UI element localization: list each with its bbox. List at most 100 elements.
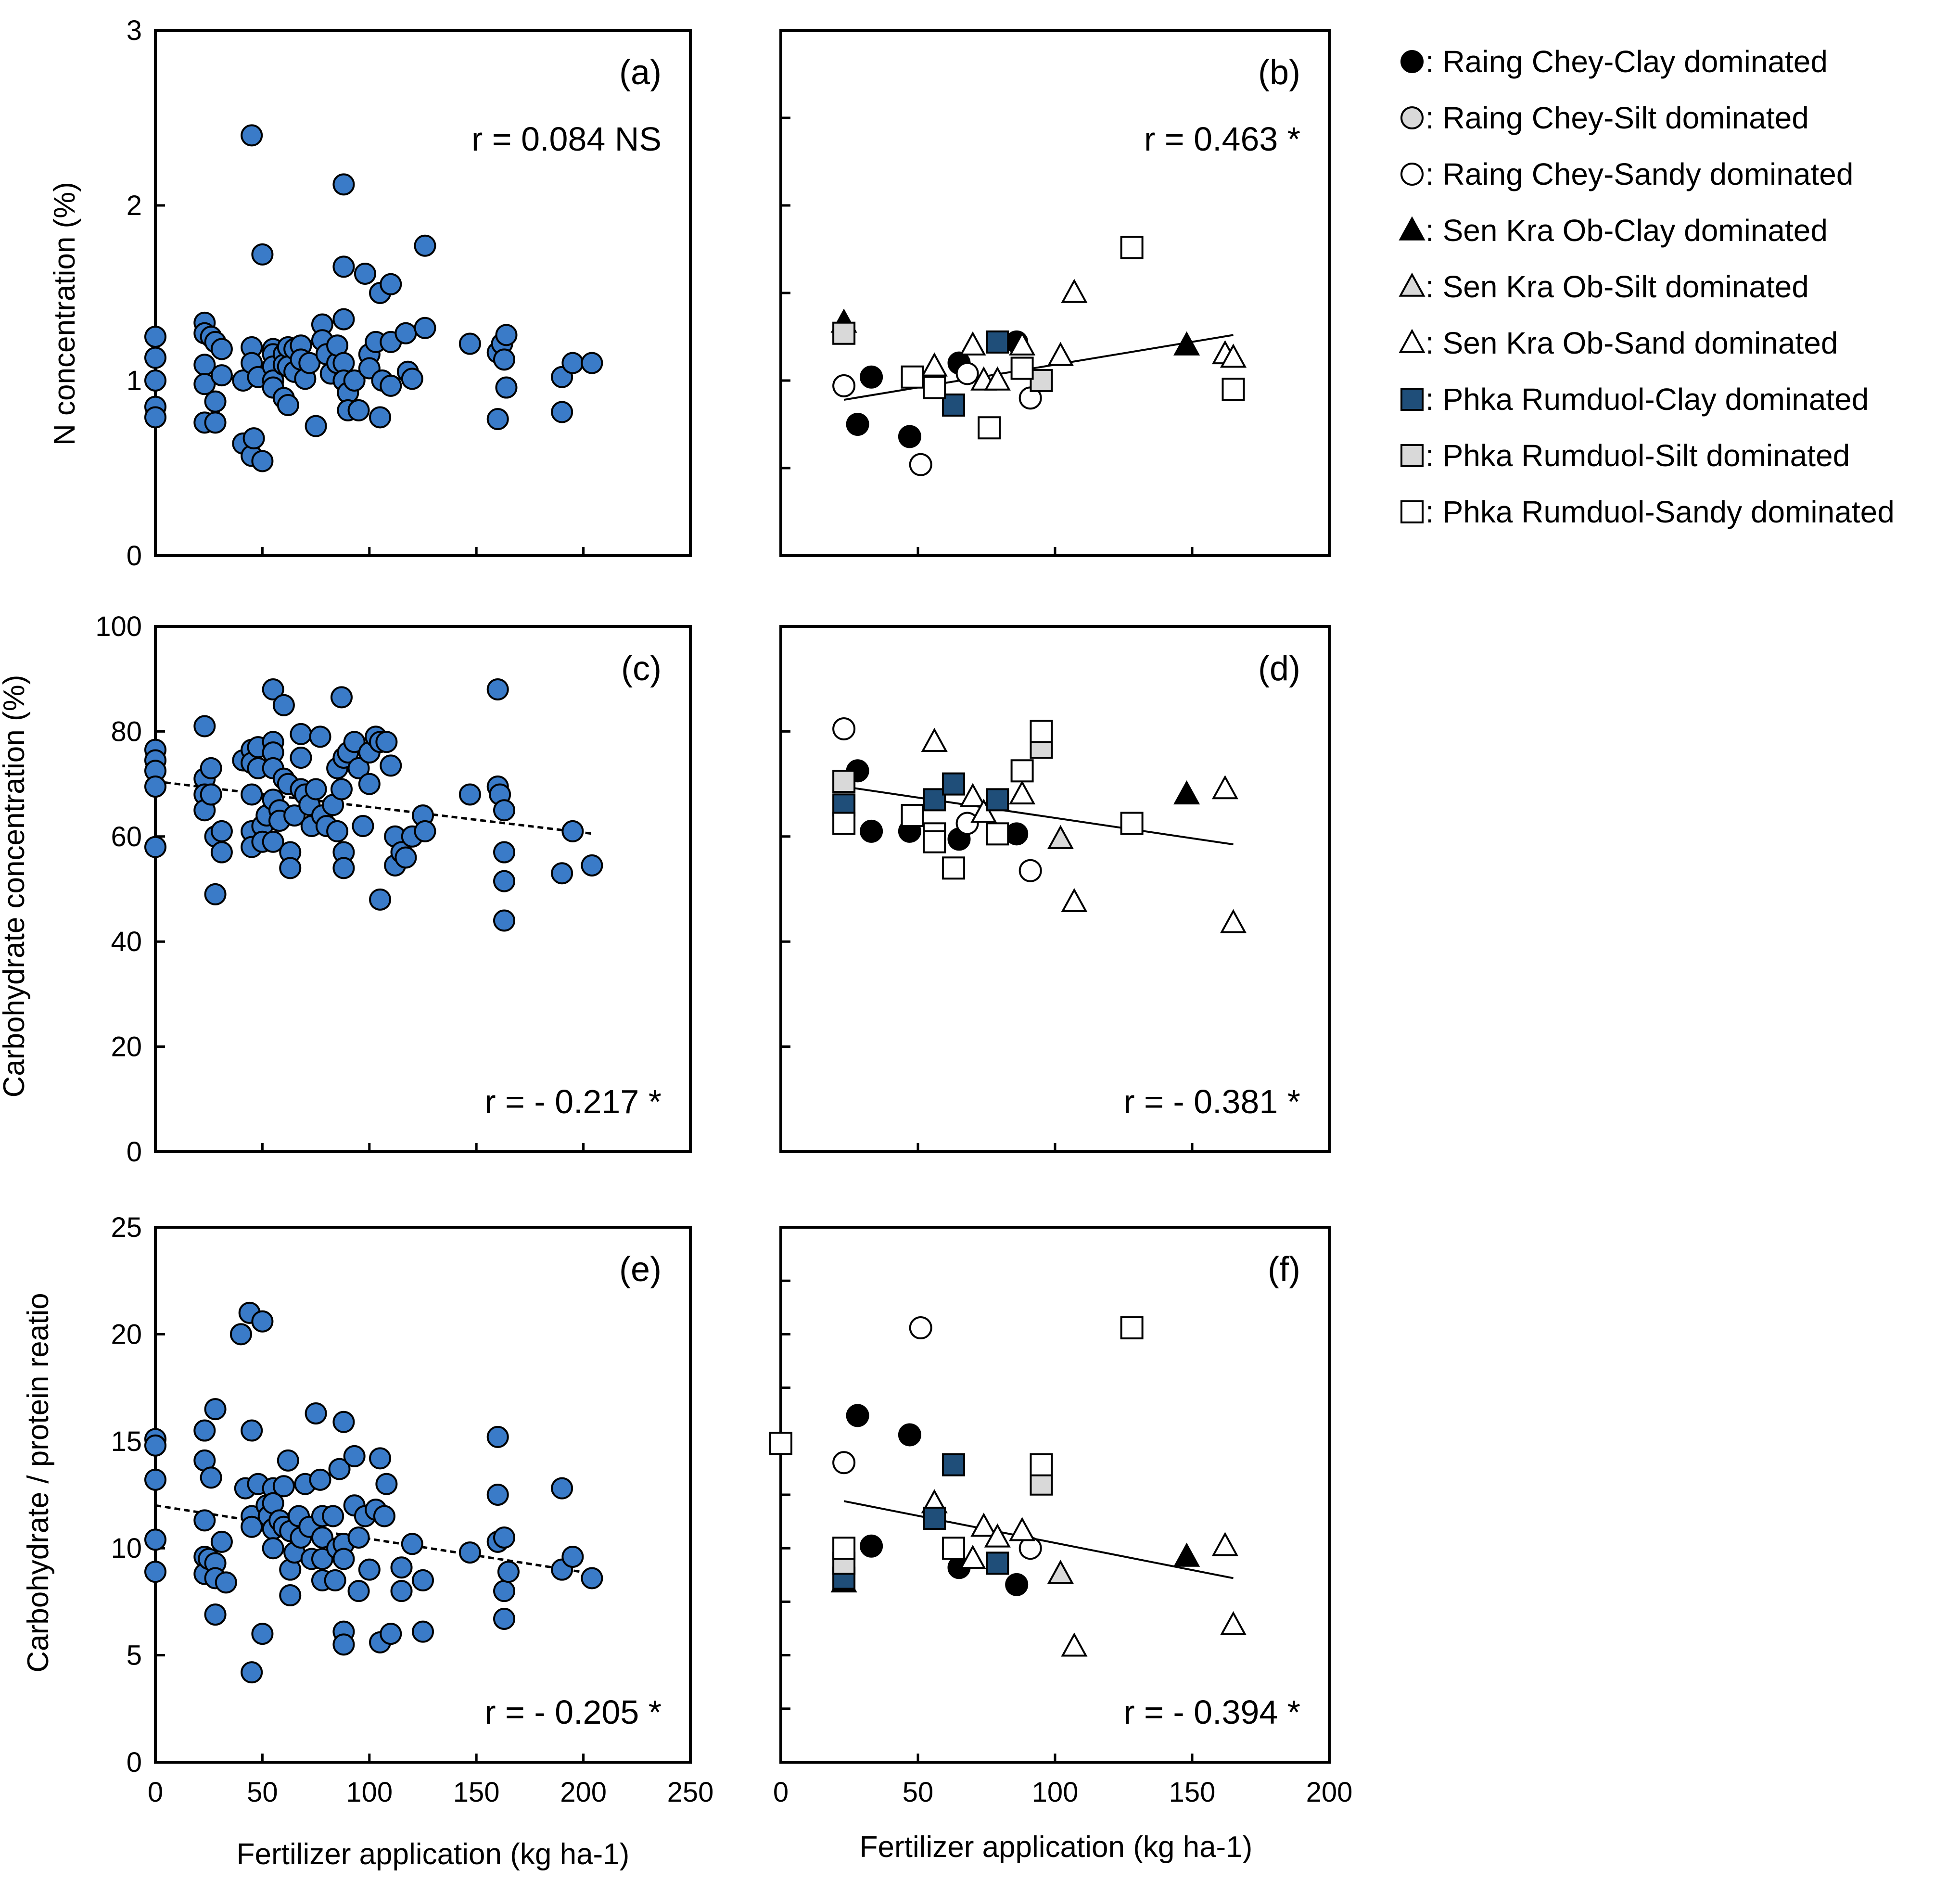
- data-point-e: [210, 1530, 233, 1553]
- data-point-d: [1030, 720, 1053, 743]
- data-point-f: [923, 1506, 946, 1530]
- data-point-c: [380, 754, 402, 777]
- data-point-b: [860, 365, 883, 389]
- x-tick-label-e: 0: [148, 1777, 163, 1808]
- data-point-b: [1061, 279, 1088, 303]
- data-point-f: [1211, 1532, 1238, 1556]
- trend-line-c: [155, 780, 595, 835]
- legend-label: : Raing Chey-Sandy dominated: [1425, 157, 1853, 191]
- data-point-c: [210, 820, 233, 842]
- data-point-a: [193, 373, 216, 395]
- data-point-e: [241, 1515, 263, 1538]
- data-point-f: [860, 1534, 883, 1558]
- data-point-b: [942, 393, 966, 417]
- data-point-f: [846, 1404, 869, 1427]
- x-tick-label-e: 50: [247, 1777, 278, 1808]
- data-point-b: [959, 331, 986, 356]
- y-tick-label-c: 40: [111, 926, 142, 957]
- legend-label: : Phka Rumduol-Clay dominated: [1425, 382, 1869, 417]
- legend-marker: [1400, 444, 1424, 467]
- trend-line-b: [843, 334, 1234, 401]
- y-tick-label-a: 1: [127, 365, 142, 396]
- data-point-f: [959, 1544, 986, 1569]
- y-tick-label-e: 10: [111, 1533, 142, 1564]
- data-point-b: [1173, 331, 1200, 356]
- data-point-e: [332, 1633, 355, 1656]
- data-point-e: [347, 1526, 370, 1549]
- data-point-c: [581, 854, 603, 877]
- panel-label-f: (f): [1268, 1250, 1300, 1289]
- data-point-f: [898, 1423, 921, 1447]
- data-point-a: [298, 352, 321, 374]
- legend-label: : Sen Kra Ob-Clay dominated: [1425, 213, 1828, 248]
- data-point-f: [769, 1432, 792, 1455]
- data-point-c: [200, 783, 222, 806]
- y-tick-label-c: 20: [111, 1031, 142, 1063]
- x-axis-title-right: Fertilizer application (kg ha-1): [860, 1831, 1253, 1864]
- data-point-e: [493, 1580, 516, 1602]
- x-tick-label-f: 100: [1032, 1777, 1079, 1808]
- data-point-c: [204, 883, 227, 905]
- data-point-b: [923, 376, 946, 399]
- panel-label-c: (c): [621, 649, 662, 688]
- data-point-c: [551, 862, 573, 885]
- data-point-d: [942, 772, 966, 796]
- correlation-annotation-a: r = 0.084 NS: [471, 120, 662, 158]
- data-point-a: [305, 415, 327, 437]
- data-point-c: [358, 773, 381, 795]
- legend-label: : Raing Chey-Clay dominated: [1425, 44, 1828, 79]
- data-point-a: [401, 368, 423, 390]
- data-point-b: [921, 352, 948, 377]
- correlation-annotation-d: r = - 0.381 *: [1123, 1083, 1300, 1120]
- x-axis-title-left: Fertilizer application (kg ha-1): [237, 1838, 630, 1871]
- x-tick-label-e: 200: [560, 1777, 607, 1808]
- data-point-e: [144, 1468, 166, 1491]
- data-point-a: [241, 124, 263, 147]
- panel-label-b: (b): [1258, 53, 1300, 92]
- data-point-b: [898, 425, 921, 448]
- data-point-b: [901, 365, 924, 389]
- data-point-c: [272, 694, 295, 716]
- y-tick-label-e: 20: [111, 1319, 142, 1350]
- data-point-e: [200, 1466, 222, 1489]
- data-point-c: [493, 870, 516, 892]
- data-point-c: [486, 678, 509, 701]
- y-axis-title-bottom: Carbohydrate / protein reatio: [22, 1293, 55, 1672]
- data-point-b: [1222, 378, 1245, 401]
- y-tick-label-a: 0: [127, 540, 142, 572]
- data-point-a: [251, 450, 274, 472]
- x-tick-label-e: 150: [453, 1777, 500, 1808]
- data-point-d: [1173, 780, 1200, 805]
- data-point-e: [309, 1468, 331, 1491]
- data-point-c: [561, 820, 584, 842]
- y-axis-title-middle: Carbohydrate concentration (%): [0, 675, 31, 1098]
- legend-label: : Phka Rumduol-Silt dominated: [1425, 438, 1850, 473]
- data-point-a: [242, 427, 265, 450]
- data-point-e: [251, 1623, 274, 1645]
- plot-frame-d: [779, 625, 1331, 1153]
- data-point-b: [955, 362, 979, 385]
- panels-layer: 0 1 2 3 (a) r = 0.084 NS (b) r = 0.463 * 0 20 40 60…: [95, 15, 1352, 1808]
- data-point-a: [347, 399, 370, 421]
- data-point-f: [942, 1537, 966, 1560]
- y-tick-label-c: 60: [111, 821, 142, 852]
- data-point-e: [305, 1402, 327, 1424]
- data-point-e: [215, 1571, 237, 1594]
- legend-marker: [1400, 500, 1424, 523]
- data-point-c: [493, 909, 516, 932]
- data-point-e: [380, 1623, 402, 1645]
- data-point-a: [144, 369, 166, 392]
- data-point-c: [330, 686, 353, 709]
- data-point-b: [909, 453, 932, 476]
- data-point-e: [328, 1458, 351, 1480]
- y-tick-label-a: 2: [127, 190, 142, 221]
- data-point-c: [395, 846, 417, 869]
- data-point-e: [332, 1548, 355, 1570]
- data-point-e: [193, 1509, 216, 1532]
- data-point-e: [486, 1425, 509, 1448]
- plot-frame-f: [779, 1226, 1331, 1764]
- data-point-f: [1220, 1611, 1247, 1636]
- data-point-d: [1220, 909, 1247, 933]
- data-point-a: [369, 406, 392, 429]
